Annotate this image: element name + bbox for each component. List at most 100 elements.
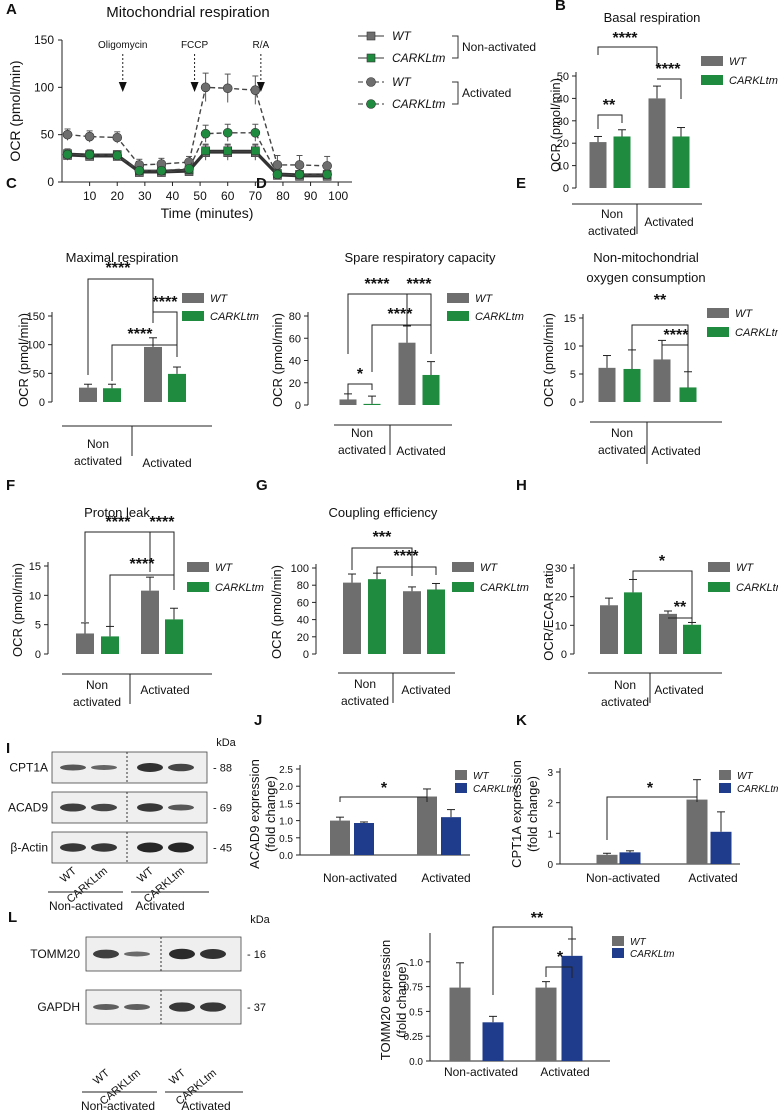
significance-bracket <box>407 293 432 354</box>
significance-label: * <box>381 780 388 797</box>
panel-letter-D: D <box>256 175 267 192</box>
group-label: Activated <box>688 871 737 885</box>
data-point <box>222 83 233 94</box>
legend-D: WT CARKLtm <box>447 293 524 323</box>
legend-swatch <box>707 327 729 337</box>
data-point <box>272 169 283 180</box>
data-point <box>250 127 261 138</box>
y-tick-label: 150 <box>27 311 45 323</box>
legend-marker <box>366 77 376 87</box>
legend-swatch <box>719 783 731 793</box>
significance-label: **** <box>388 306 414 323</box>
bar-CARKLtm-1 <box>561 955 583 1061</box>
legend-swatch <box>187 562 209 572</box>
injection-label: R/A <box>253 40 270 51</box>
significance-label: **** <box>153 294 179 311</box>
y-axis-label: OCR (pmol/min) <box>7 60 23 161</box>
y-tick-label: 100 <box>291 563 309 575</box>
panel-letter-F: F <box>6 477 15 494</box>
y-tick-label: 0.0 <box>279 851 293 862</box>
y-tick-label: 150 <box>34 33 54 47</box>
blot-band <box>137 803 163 812</box>
legend-marker <box>366 31 376 41</box>
legend-label: WT <box>215 562 233 574</box>
y-tick-label: 10 <box>557 161 569 173</box>
chart-title: Proton leak <box>84 505 150 520</box>
significance-label: *** <box>373 529 392 546</box>
chart-title: Non-mitochondrial <box>593 250 699 265</box>
y-tick-label: 50 <box>41 128 55 142</box>
y-axis-label: CPT1A expression <box>509 760 524 868</box>
legend-swatch <box>447 311 469 321</box>
chart-subtitle: oxygen consumption <box>586 270 705 285</box>
group-label: Non <box>601 207 623 221</box>
legend-swatch <box>708 562 730 572</box>
legend-swatch <box>447 293 469 303</box>
blot-row-label: ACAD9 <box>8 801 48 815</box>
legend-label: WT <box>737 771 753 782</box>
legend-label: CARKLtm <box>215 582 264 594</box>
legend-A: WT CARKLtm WT CARKLtm Non-activated Activated <box>358 29 536 111</box>
group-label: Non-activated <box>444 1065 518 1079</box>
legend-label: CARKLtm <box>392 97 445 111</box>
group-label: activated <box>341 694 389 708</box>
blot-row-label: GAPDH <box>37 1000 80 1014</box>
significance-bracket <box>606 796 698 840</box>
y-tick-label: 10 <box>555 620 567 632</box>
legend-swatch <box>708 582 730 592</box>
data-point <box>62 129 73 140</box>
significance-label: **** <box>664 327 690 344</box>
data-point <box>322 169 332 180</box>
bar-CARKLtm-1 <box>441 817 461 855</box>
injection-arrow-head <box>118 82 127 92</box>
lane-label: WT <box>91 1067 112 1087</box>
data-point <box>200 128 211 139</box>
y-tick-label: 100 <box>34 80 54 94</box>
y-tick-label: 10 <box>29 590 41 602</box>
kda-marker: - 88 <box>213 763 232 775</box>
bar-WT-0 <box>76 633 94 654</box>
y-tick-label: 50 <box>557 71 569 83</box>
group-label: Activated <box>644 215 693 229</box>
bar-CARKLtm-1 <box>683 624 701 654</box>
y-tick-label: 20 <box>289 378 301 390</box>
x-tick-label: 70 <box>249 189 263 203</box>
bar-CARKLtm-1 <box>672 136 690 188</box>
group-label: activated <box>74 454 122 468</box>
y-tick-label: 0 <box>547 860 553 871</box>
bar-WT-1 <box>653 359 671 402</box>
bar-CARKLtm-0 <box>613 136 631 188</box>
significance-label: ** <box>603 97 616 114</box>
legend-swatch <box>452 582 474 592</box>
y-tick-label: 40 <box>297 615 309 627</box>
legend-marker <box>366 99 376 109</box>
panel-letter-L: L <box>8 909 17 926</box>
bar-CARKLtm-0 <box>354 823 374 855</box>
y-tick-label: 1 <box>547 829 553 840</box>
significance-bracket <box>150 531 175 590</box>
legend-F: WT CARKLtm <box>187 562 264 594</box>
x-tick-label: 80 <box>276 189 290 203</box>
y-tick-label: 0 <box>303 649 309 661</box>
significance-bracket <box>657 78 682 99</box>
y-tick-label: 20 <box>557 138 569 150</box>
blot-band <box>60 803 86 812</box>
significance-bracket <box>668 617 693 622</box>
group-label: Activated <box>396 444 445 458</box>
data-point <box>250 85 261 95</box>
group-label: activated <box>588 224 636 238</box>
significance-bracket <box>545 966 573 978</box>
significance-bracket <box>376 566 437 578</box>
legend-label: WT <box>210 293 228 305</box>
blot-row-label: β-Actin <box>10 841 48 855</box>
y-tick-label: 1.0 <box>279 817 293 828</box>
chart-E: Non-mitochondrial oxygen consumption 0 5 10 1… <box>541 250 722 464</box>
significance-label: **** <box>394 548 420 565</box>
blot-group-label: Activated <box>181 1099 230 1111</box>
chart-title: Mitochondrial respiration <box>106 4 269 21</box>
significance-label: **** <box>365 276 391 293</box>
x-tick-label: 30 <box>138 189 152 203</box>
y-axis-label-2: (fold change) <box>525 776 540 852</box>
